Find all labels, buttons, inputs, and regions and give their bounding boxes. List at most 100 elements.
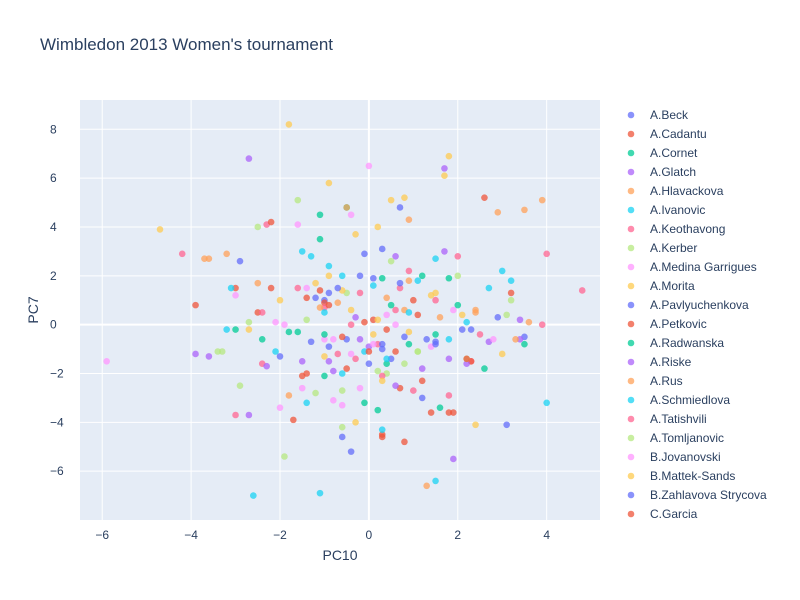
data-point[interactable] (401, 333, 408, 341)
data-point[interactable] (321, 372, 328, 380)
data-point[interactable] (303, 370, 310, 377)
data-point[interactable] (445, 336, 453, 343)
data-point[interactable] (392, 306, 399, 314)
data-point[interactable] (405, 267, 413, 275)
data-point[interactable] (303, 284, 310, 292)
data-point[interactable] (414, 348, 422, 355)
data-point[interactable] (418, 394, 426, 402)
legend-item[interactable]: A.Glatch (627, 165, 696, 179)
data-point[interactable] (316, 304, 324, 311)
data-point[interactable] (325, 301, 333, 309)
data-point[interactable] (436, 314, 444, 321)
data-point[interactable] (330, 397, 337, 404)
data-point[interactable] (236, 382, 244, 389)
data-point[interactable] (325, 262, 333, 270)
legend-item[interactable]: A.Rus (627, 374, 683, 388)
data-point[interactable] (405, 340, 413, 348)
data-point[interactable] (347, 306, 355, 314)
data-point[interactable] (352, 419, 359, 426)
data-point[interactable] (338, 401, 346, 409)
data-point[interactable] (290, 416, 297, 424)
data-point[interactable] (410, 296, 417, 304)
data-point[interactable] (516, 316, 524, 324)
data-point[interactable] (321, 331, 328, 338)
data-point[interactable] (276, 296, 284, 304)
data-point[interactable] (476, 331, 484, 338)
data-point[interactable] (370, 274, 377, 282)
data-point[interactable] (392, 348, 399, 355)
data-point[interactable] (347, 211, 355, 219)
data-point[interactable] (236, 257, 244, 265)
data-point[interactable] (525, 318, 533, 326)
data-point[interactable] (450, 455, 457, 463)
data-point[interactable] (338, 370, 346, 377)
data-point[interactable] (365, 360, 373, 368)
data-point[interactable] (467, 326, 475, 333)
legend-item[interactable]: A.Medina Garrigues (627, 260, 757, 274)
data-point[interactable] (578, 287, 586, 294)
data-point[interactable] (423, 482, 430, 490)
data-point[interactable] (423, 336, 430, 343)
data-point[interactable] (267, 218, 275, 226)
data-point[interactable] (343, 204, 350, 211)
data-point[interactable] (338, 387, 346, 394)
data-point[interactable] (405, 277, 413, 284)
data-point[interactable] (445, 152, 453, 160)
data-point[interactable] (258, 309, 266, 316)
data-point[interactable] (463, 360, 470, 368)
data-point[interactable] (294, 196, 302, 204)
data-point[interactable] (281, 453, 288, 460)
data-point[interactable] (454, 272, 462, 280)
data-point[interactable] (205, 353, 213, 360)
data-point[interactable] (178, 250, 186, 258)
data-point[interactable] (338, 423, 346, 431)
data-point[interactable] (401, 194, 408, 201)
data-point[interactable] (192, 301, 199, 309)
data-point[interactable] (458, 326, 466, 333)
data-point[interactable] (334, 299, 342, 306)
legend-item[interactable]: A.Petkovic (627, 317, 707, 331)
data-point[interactable] (383, 360, 390, 368)
data-point[interactable] (298, 248, 306, 255)
data-point[interactable] (370, 282, 377, 289)
data-point[interactable] (481, 194, 488, 201)
data-point[interactable] (378, 245, 386, 253)
data-point[interactable] (374, 406, 382, 414)
data-point[interactable] (498, 350, 506, 358)
data-point[interactable] (378, 274, 386, 282)
data-point[interactable] (343, 365, 350, 372)
data-point[interactable] (338, 433, 346, 441)
data-point[interactable] (294, 284, 302, 292)
data-point[interactable] (378, 433, 386, 441)
data-point[interactable] (352, 231, 359, 238)
data-point[interactable] (507, 277, 515, 284)
data-point[interactable] (258, 336, 266, 343)
data-point[interactable] (472, 421, 479, 429)
data-point[interactable] (352, 355, 359, 363)
data-point[interactable] (356, 384, 364, 392)
data-point[interactable] (347, 448, 355, 455)
data-point[interactable] (396, 204, 404, 211)
data-point[interactable] (325, 289, 333, 297)
data-point[interactable] (281, 321, 288, 328)
data-point[interactable] (325, 179, 333, 187)
data-point[interactable] (232, 411, 239, 419)
legend-item[interactable]: B.Jovanovski (627, 450, 721, 464)
data-point[interactable] (463, 318, 470, 326)
data-point[interactable] (325, 272, 333, 280)
data-point[interactable] (387, 301, 395, 309)
data-point[interactable] (276, 353, 284, 360)
data-point[interactable] (370, 331, 377, 338)
data-point[interactable] (250, 492, 257, 499)
data-point[interactable] (321, 336, 328, 343)
data-point[interactable] (347, 321, 355, 328)
data-point[interactable] (338, 272, 346, 280)
data-point[interactable] (445, 392, 453, 399)
data-point[interactable] (254, 223, 262, 231)
data-point[interactable] (383, 311, 390, 319)
data-point[interactable] (387, 257, 395, 265)
data-point[interactable] (383, 294, 390, 302)
data-point[interactable] (432, 331, 439, 338)
data-point[interactable] (507, 289, 515, 297)
data-point[interactable] (254, 279, 262, 287)
